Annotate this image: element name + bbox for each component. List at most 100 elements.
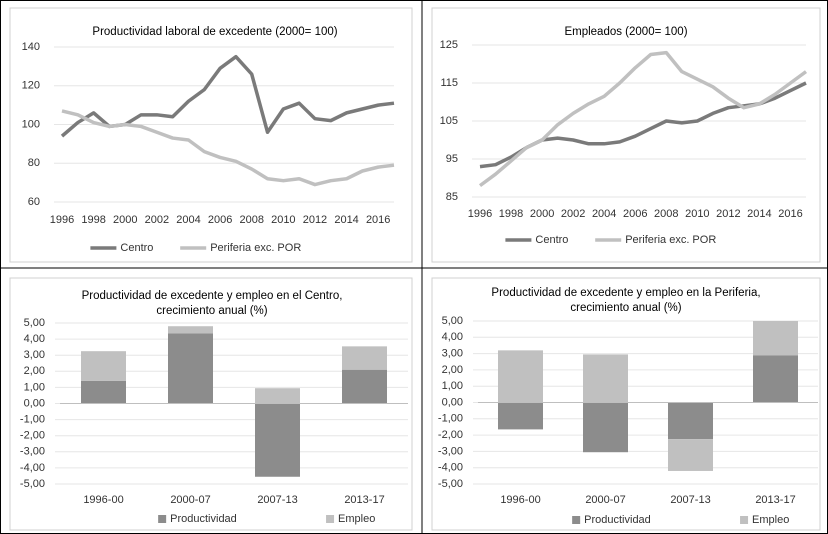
y-tick-label: 0,00 <box>24 397 45 409</box>
bar <box>583 354 628 403</box>
x-tick-label: 1996 <box>50 214 74 226</box>
x-tick-label: 2014 <box>334 214 358 226</box>
line <box>478 50 808 188</box>
plot-frame <box>9 277 413 531</box>
x-tick-label: 1998 <box>81 214 105 226</box>
x-tick-label: 2000 <box>113 214 137 226</box>
y-tick-label: -2,00 <box>438 429 463 441</box>
x-tick-label: 2007-13 <box>257 494 297 506</box>
y-tick-label: -3,00 <box>20 446 45 458</box>
plot-frame <box>9 7 413 263</box>
y-tick-label: 1,00 <box>24 381 45 393</box>
x-tick-label: 2000-07 <box>170 494 210 506</box>
x-tick-label: 2012 <box>303 214 327 226</box>
y-tick-label: -3,00 <box>438 445 463 457</box>
y-tick-label: 120 <box>22 80 40 92</box>
y-tick-label: 85 <box>446 191 458 203</box>
line <box>479 81 807 169</box>
x-tick-label: 2000-07 <box>585 494 625 506</box>
y-tick-label: 1,00 <box>442 380 463 392</box>
bar <box>81 351 126 381</box>
y-tick-label: -1,00 <box>20 414 45 426</box>
legend-label: Centro <box>120 242 153 254</box>
plot-frame <box>431 7 821 263</box>
x-tick-label: 1996-00 <box>83 494 123 506</box>
x-tick-label: 2010 <box>685 208 709 220</box>
legend-label: Periferia exc. POR <box>625 234 716 246</box>
chart-title: crecimiento anual (%) <box>570 302 681 314</box>
y-tick-label: 0,00 <box>442 396 463 408</box>
x-tick-label: 2000 <box>530 208 554 220</box>
x-tick-label: 2012 <box>716 208 740 220</box>
y-tick-label: 2,00 <box>24 365 45 377</box>
x-tick-label: 2013-17 <box>755 494 795 506</box>
legend-label: Empleo <box>338 513 375 525</box>
x-tick-label: 2016 <box>778 208 802 220</box>
x-tick-label: 1996 <box>468 208 492 220</box>
y-tick-label: 80 <box>28 157 40 169</box>
bar <box>255 388 300 404</box>
x-tick-label: 2004 <box>592 208 616 220</box>
y-tick-label: 95 <box>446 153 458 165</box>
legend-swatch <box>740 516 749 524</box>
legend-swatch <box>158 515 167 523</box>
y-tick-label: -4,00 <box>438 462 463 474</box>
x-tick-label: 2008 <box>239 214 263 226</box>
x-tick-label: 2006 <box>208 214 232 226</box>
bar <box>668 402 713 440</box>
y-tick-label: 140 <box>22 41 40 53</box>
y-tick-label: -5,00 <box>438 478 463 490</box>
x-tick-label: 2014 <box>747 208 771 220</box>
y-tick-label: 4,00 <box>442 331 463 343</box>
chart-title: crecimiento anual (%) <box>156 305 267 317</box>
x-tick-label: 1998 <box>499 208 523 220</box>
bar <box>498 350 543 403</box>
legend-swatch <box>326 515 335 523</box>
y-tick-label: 4,00 <box>24 333 45 345</box>
x-tick-label: 1996-00 <box>500 494 540 506</box>
bar <box>342 369 387 404</box>
bar <box>168 333 213 404</box>
plot-frame <box>431 277 821 531</box>
legend-label: Productividad <box>584 514 651 526</box>
y-tick-label: 5,00 <box>24 317 45 329</box>
y-tick-label: 3,00 <box>24 349 45 361</box>
y-tick-label: 100 <box>22 118 40 130</box>
y-tick-label: 115 <box>440 77 458 89</box>
y-tick-label: 3,00 <box>442 348 463 360</box>
y-tick-label: 105 <box>440 115 458 127</box>
legend-label: Periferia exc. POR <box>210 242 301 254</box>
bar <box>498 402 543 430</box>
bar <box>583 402 628 453</box>
x-tick-label: 2007-13 <box>670 494 710 506</box>
bar <box>668 439 713 471</box>
y-tick-label: 5,00 <box>442 315 463 327</box>
x-tick-label: 2013-17 <box>344 494 384 506</box>
x-tick-label: 2016 <box>366 214 390 226</box>
y-tick-label: -1,00 <box>438 413 463 425</box>
y-tick-label: 60 <box>28 196 40 208</box>
x-tick-label: 2010 <box>271 214 295 226</box>
chart-title: Productividad de excedente y empleo en l… <box>491 287 760 299</box>
line <box>61 109 395 187</box>
x-tick-label: 2002 <box>145 214 169 226</box>
bar <box>168 326 213 334</box>
legend-label: Empleo <box>752 514 789 526</box>
bar <box>753 321 798 356</box>
chart-title: Productividad de excedente y empleo en e… <box>82 290 343 302</box>
y-tick-label: 125 <box>440 39 458 51</box>
chart-title: Productividad laboral de excedente (2000… <box>92 26 337 38</box>
y-tick-label: -4,00 <box>20 462 45 474</box>
bar <box>753 355 798 403</box>
x-tick-label: 2006 <box>623 208 647 220</box>
x-tick-label: 2004 <box>176 214 200 226</box>
x-tick-label: 2002 <box>561 208 585 220</box>
chart-title: Empleados (2000= 100) <box>564 26 687 38</box>
y-tick-label: 2,00 <box>442 364 463 376</box>
y-tick-label: -5,00 <box>20 478 45 490</box>
legend-swatch <box>572 516 581 524</box>
bar <box>255 403 300 477</box>
x-tick-label: 2008 <box>654 208 678 220</box>
bar <box>81 380 126 404</box>
